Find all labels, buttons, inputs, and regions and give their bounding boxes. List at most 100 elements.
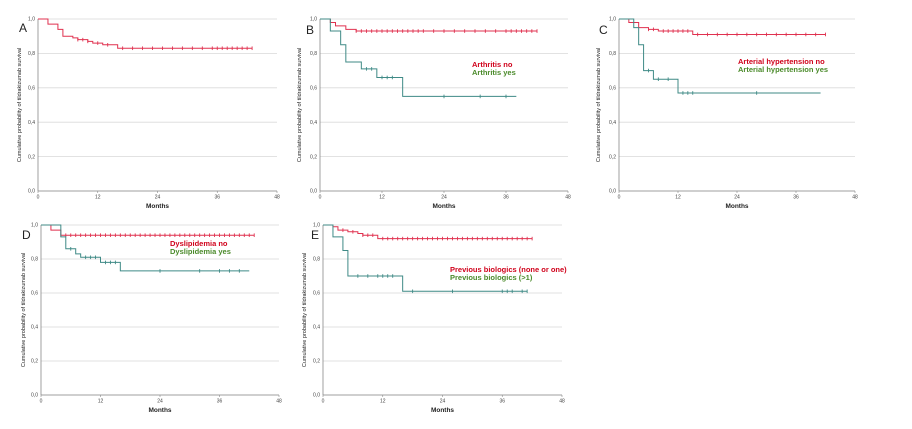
y-tick-label: 1,0: [31, 223, 38, 229]
x-tick-label: 0: [618, 195, 621, 201]
panel-letter: C: [599, 23, 608, 37]
y-tick-label: 0,8: [31, 257, 38, 263]
x-tick-label: 12: [675, 195, 681, 201]
legend-label: Arthritis yes: [472, 68, 516, 77]
survival-curve: [41, 224, 255, 236]
y-tick-label: 0,2: [28, 154, 35, 160]
series-yes: [320, 18, 517, 99]
x-axis-label: Months: [432, 203, 455, 210]
legend-label: Previous biologics (>1): [450, 273, 533, 282]
series-no: [320, 18, 538, 33]
x-tick-label: 48: [565, 195, 571, 201]
y-tick-label: 1,0: [310, 17, 317, 23]
y-tick-label: 0,2: [609, 154, 616, 160]
y-tick-label: 0,2: [313, 359, 320, 365]
y-tick-label: 0,8: [28, 51, 35, 57]
y-tick-label: 0,6: [313, 291, 320, 297]
panel-letter: D: [22, 228, 31, 242]
y-axis-label: Cumulative probability of tildrakizumab …: [302, 253, 308, 367]
x-tick-label: 12: [379, 195, 385, 201]
x-axis-label: Months: [146, 203, 169, 210]
y-tick-label: 0,0: [310, 189, 317, 195]
x-tick-label: 48: [274, 195, 280, 201]
panel-d: 0,0 0,2 0,4 0,6 0,8 1,0 0 12 24 36 48 Months Cumulat…: [21, 223, 282, 414]
x-tick-label: 48: [276, 399, 282, 405]
x-tick-label: 12: [380, 399, 386, 405]
x-axis-label: Months: [148, 407, 171, 414]
x-tick-label: 48: [559, 399, 565, 405]
y-tick-label: 0,6: [310, 86, 317, 92]
x-tick-label: 24: [157, 399, 163, 405]
y-tick-label: 0,2: [31, 359, 38, 365]
panel-letter: B: [306, 23, 314, 37]
x-tick-label: 24: [440, 399, 446, 405]
survival-curve: [41, 224, 250, 272]
y-axis-label: Cumulative probability of tildrakizumab …: [297, 48, 303, 162]
y-tick-label: 0,6: [31, 291, 38, 297]
survival-curve: [320, 18, 537, 32]
survival-curve: [323, 224, 528, 292]
x-tick-label: 36: [793, 195, 799, 201]
y-tick-label: 0,2: [310, 154, 317, 160]
legend-label: Dyslipidemia yes: [170, 247, 231, 256]
x-tick-label: 24: [155, 195, 161, 201]
x-tick-label: 12: [95, 195, 101, 201]
panel-letter: E: [311, 228, 319, 242]
x-tick-label: 0: [319, 195, 322, 201]
y-tick-label: 0,4: [609, 120, 616, 126]
legend-label: Arthritis no: [472, 60, 513, 69]
y-tick-label: 0,6: [28, 86, 35, 92]
y-tick-label: 0,0: [609, 189, 616, 195]
x-tick-label: 24: [441, 195, 447, 201]
y-tick-label: 0,4: [31, 325, 38, 331]
y-tick-label: 0,0: [31, 393, 38, 399]
x-tick-label: 0: [40, 399, 43, 405]
y-tick-label: 0,4: [313, 325, 320, 331]
panel-a: 0,0 0,2 0,4 0,6 0,8 1,0 0 12 24 36 48 Months Cumulat…: [17, 17, 280, 210]
legend-label: Previous biologics (none or one): [450, 265, 567, 274]
y-axis-label: Cumulative probability of tildrakizumab …: [21, 253, 27, 367]
series-no: [323, 224, 533, 241]
x-tick-label: 48: [852, 195, 858, 201]
y-tick-label: 0,8: [313, 257, 320, 263]
legend-label: Arterial hypertension no: [738, 57, 825, 66]
y-tick-label: 0,4: [310, 120, 317, 126]
series-no: [619, 18, 826, 37]
y-tick-label: 0,0: [28, 189, 35, 195]
y-axis-label: Cumulative probability of tildrakizumab …: [17, 48, 23, 162]
survival-curve: [38, 18, 253, 49]
panel-letter: A: [19, 21, 27, 35]
series-yes: [41, 224, 250, 273]
panel-e: 0,0 0,2 0,4 0,6 0,8 1,0 0 12 24 36 48 Months Cumulat…: [302, 223, 567, 414]
series-yes: [619, 18, 821, 95]
y-tick-label: 1,0: [609, 17, 616, 23]
x-tick-label: 0: [37, 195, 40, 201]
series-yes: [323, 224, 528, 294]
x-axis-label: Months: [431, 407, 454, 414]
x-axis-label: Months: [725, 203, 748, 210]
survival-curve: [619, 18, 826, 35]
y-tick-label: 0,8: [310, 51, 317, 57]
x-tick-label: 24: [734, 195, 740, 201]
panel-c: 0,0 0,2 0,4 0,6 0,8 1,0 0 12 24 36 48 Months Cumulat…: [596, 17, 858, 210]
x-tick-label: 36: [217, 399, 223, 405]
y-tick-label: 1,0: [313, 223, 320, 229]
panel-b: 0,0 0,2 0,4 0,6 0,8 1,0 0 12 24 36 48 Months Cumulat…: [297, 17, 571, 210]
x-tick-label: 36: [214, 195, 220, 201]
y-axis-label: Cumulative probability of tildrakizumab …: [596, 48, 602, 162]
x-tick-label: 12: [98, 399, 104, 405]
series-no: [41, 224, 255, 237]
survival-curve: [323, 224, 533, 240]
x-tick-label: 0: [322, 399, 325, 405]
legend-label: Dyslipidemia no: [170, 239, 228, 248]
y-tick-label: 0,4: [28, 120, 35, 126]
series-no: [38, 18, 253, 51]
y-tick-label: 0,8: [609, 51, 616, 57]
survival-curve: [320, 18, 517, 97]
survival-curve: [619, 18, 821, 94]
x-tick-label: 36: [499, 399, 505, 405]
legend-label: Arterial hypertension yes: [738, 65, 828, 74]
y-tick-label: 0,6: [609, 86, 616, 92]
